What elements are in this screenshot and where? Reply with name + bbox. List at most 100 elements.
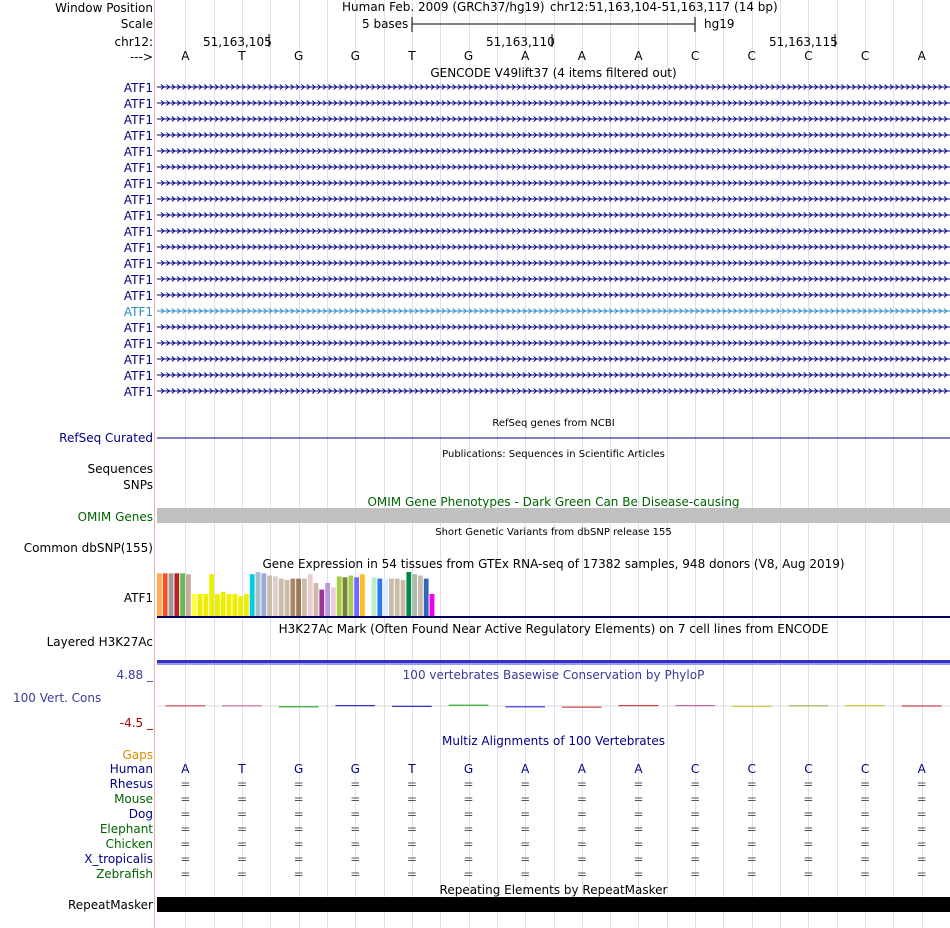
- gtex-bar: [244, 594, 249, 616]
- grid-line: [525, 0, 527, 928]
- gencode-transcript-label[interactable]: ATF1: [123, 321, 153, 335]
- gtex-bar: [423, 578, 429, 616]
- multiz-title[interactable]: Multiz Alignments of 100 Vertebrates: [441, 734, 666, 748]
- grid-line: [695, 0, 697, 928]
- alignment-match: =: [860, 807, 871, 821]
- alignment-match: =: [803, 777, 814, 791]
- gencode-transcript-label[interactable]: ATF1: [123, 193, 153, 207]
- publications-title[interactable]: Publications: Sequences in Scientific Ar…: [442, 449, 665, 460]
- phylop-label[interactable]: 100 Vert. Cons: [13, 691, 102, 705]
- dbsnp-label[interactable]: Common dbSNP(155): [23, 541, 153, 555]
- grid-line: [468, 0, 470, 928]
- grid-line: [241, 0, 243, 928]
- h3k27ac-label[interactable]: Layered H3K27Ac: [46, 635, 153, 649]
- alignment-match: =: [633, 792, 644, 806]
- grid-line: [751, 0, 753, 928]
- alignment-match: =: [916, 867, 927, 881]
- base-letter: A: [181, 49, 190, 63]
- alignment-match: =: [746, 807, 757, 821]
- gtex-title[interactable]: Gene Expression in 54 tissues from GTEx …: [262, 557, 845, 571]
- gencode-transcript-label[interactable]: ATF1: [123, 305, 153, 319]
- dbsnp-title[interactable]: Short Genetic Variants from dbSNP releas…: [435, 527, 672, 538]
- base-letter: G: [293, 49, 304, 63]
- alignment-match: =: [803, 837, 814, 851]
- omim-bar: [157, 508, 950, 523]
- gencode-transcript-label[interactable]: ATF1: [123, 353, 153, 367]
- gencode-transcript-label[interactable]: ATF1: [123, 145, 153, 159]
- alignment-match: =: [180, 777, 191, 791]
- alignment-match: =: [803, 867, 814, 881]
- gencode-transcript-label[interactable]: ATF1: [123, 97, 153, 111]
- alignment-match: =: [916, 837, 927, 851]
- alignment-match: =: [180, 807, 191, 821]
- snps-label[interactable]: SNPs: [123, 478, 153, 492]
- omim-title[interactable]: OMIM Gene Phenotypes - Dark Green Can Be…: [367, 495, 740, 509]
- base-letter: G: [463, 49, 474, 63]
- species-label[interactable]: X_tropicalis: [84, 852, 153, 866]
- gtex-bar: [267, 575, 272, 616]
- species-label[interactable]: Chicken: [105, 837, 153, 851]
- gtex-bar: [290, 578, 296, 616]
- gtex-gene-label[interactable]: ATF1: [123, 591, 153, 605]
- gencode-transcript-label[interactable]: ATF1: [123, 241, 153, 255]
- strand-arrows: [160, 260, 948, 266]
- species-label[interactable]: Elephant: [99, 822, 153, 836]
- gtex-bar: [360, 574, 365, 616]
- omim-label[interactable]: OMIM Genes: [77, 510, 153, 524]
- strand-label: --->: [129, 50, 153, 64]
- sequences-label[interactable]: Sequences: [87, 462, 153, 476]
- gencode-transcript-label[interactable]: ATF1: [123, 161, 153, 175]
- species-label[interactable]: Human: [109, 762, 153, 776]
- refseq-label[interactable]: RefSeq Curated: [59, 431, 153, 445]
- gencode-transcript-label[interactable]: ATF1: [123, 257, 153, 271]
- gtex-bar: [209, 574, 214, 616]
- h3k27ac-title[interactable]: H3K27Ac Mark (Often Found Near Active Re…: [278, 622, 829, 636]
- alignment-match: =: [633, 807, 644, 821]
- gencode-transcript-label[interactable]: ATF1: [123, 177, 153, 191]
- repeatmasker-title[interactable]: Repeating Elements by RepeatMasker: [439, 883, 668, 897]
- alignment-match: =: [746, 822, 757, 836]
- grid-line: [610, 0, 612, 928]
- gencode-transcript-label[interactable]: ATF1: [123, 337, 153, 351]
- strand-arrows: [160, 84, 948, 90]
- species-label[interactable]: Zebrafish: [96, 867, 153, 881]
- gencode-transcript-label[interactable]: ATF1: [123, 209, 153, 223]
- strand-arrows: [160, 356, 948, 362]
- alignment-match: =: [463, 792, 474, 806]
- refseq-title[interactable]: RefSeq genes from NCBI: [492, 418, 615, 429]
- gtex-bar: [215, 594, 220, 616]
- alignment-match: =: [236, 792, 248, 806]
- alignment-match: =: [520, 822, 531, 836]
- gencode-transcript-label[interactable]: ATF1: [123, 129, 153, 143]
- gencode-transcript-label[interactable]: ATF1: [123, 385, 153, 399]
- base-letter: C: [690, 49, 700, 63]
- alignment-match: =: [576, 792, 587, 806]
- species-label[interactable]: Mouse: [114, 792, 153, 806]
- species-label[interactable]: Rhesus: [109, 777, 153, 791]
- alignment-match: =: [576, 867, 587, 881]
- phylop-title[interactable]: 100 vertebrates Basewise Conservation by…: [402, 668, 705, 682]
- gencode-transcript-label[interactable]: ATF1: [123, 273, 153, 287]
- gencode-transcript-label[interactable]: ATF1: [123, 289, 153, 303]
- alignment-match: =: [406, 807, 417, 821]
- alignment-match: =: [746, 867, 757, 881]
- gencode-transcript-label[interactable]: ATF1: [123, 369, 153, 383]
- species-label[interactable]: Dog: [128, 807, 153, 821]
- scale-text: 5 bases: [362, 17, 409, 31]
- alignment-match: =: [293, 822, 304, 836]
- gtex-bar: [331, 587, 336, 616]
- gtex-bar: [325, 583, 330, 616]
- repeatmasker-label[interactable]: RepeatMasker: [67, 898, 153, 912]
- alignment-match: =: [293, 807, 304, 821]
- gencode-transcript-label[interactable]: ATF1: [123, 113, 153, 127]
- gencode-title[interactable]: GENCODE V49lift37 (4 items filtered out): [430, 66, 677, 80]
- base-letter: G: [350, 49, 360, 63]
- gencode-transcript-label[interactable]: ATF1: [123, 81, 153, 95]
- gencode-transcript-label[interactable]: ATF1: [123, 225, 153, 239]
- strand-arrows: [160, 180, 948, 186]
- alignment-match: =: [860, 867, 871, 881]
- position-text[interactable]: chr12:51,163,104-51,163,117 (14 bp): [550, 0, 778, 14]
- alignment-match: =: [916, 807, 927, 821]
- gtex-bar: [313, 583, 319, 616]
